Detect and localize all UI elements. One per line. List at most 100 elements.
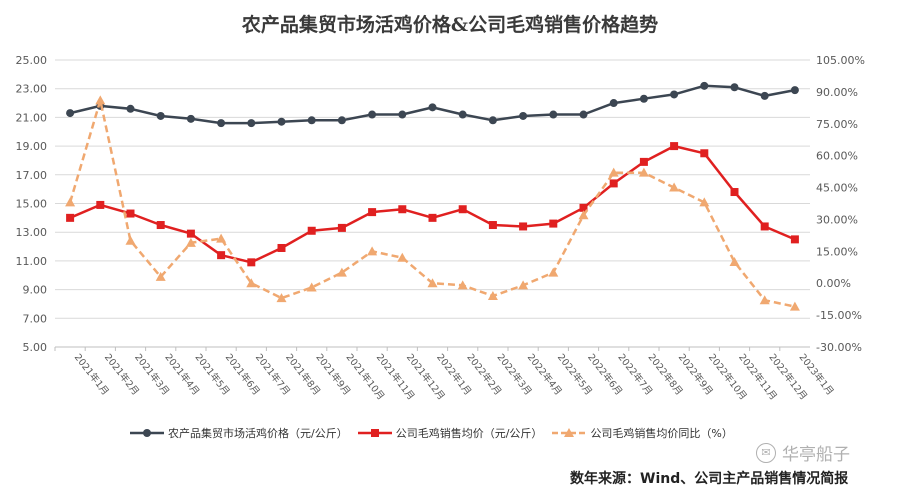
right-tick-label: 45.00%: [816, 182, 858, 195]
right-axis-ticks: -30.00% -15.00% 0.00% 15.00% 30.00% 45.00% 60.…: [816, 54, 865, 354]
data-point: [700, 149, 709, 158]
data-point: [789, 301, 800, 311]
left-axis-ticks: 5.00 7.00 9.00 11.00 13.00 15.00 17.00 19.00 21.…: [16, 54, 48, 354]
data-point: [488, 221, 497, 230]
data-point: [730, 83, 739, 92]
right-tick-label: -30.00%: [816, 341, 862, 354]
legend-marker-circle-icon: [130, 429, 164, 437]
legend-label-yoy: 公司毛鸡销售均价同比（%）: [590, 427, 733, 440]
series-layer: [65, 81, 800, 311]
data-point: [66, 213, 75, 222]
legend-label-company: 公司毛鸡销售均价（元/公斤）: [395, 427, 543, 440]
data-point: [398, 205, 407, 214]
data-point: [428, 103, 437, 112]
data-point: [759, 295, 770, 305]
data-point: [729, 256, 740, 266]
data-point: [487, 290, 498, 300]
left-tick-label: 17.00: [16, 169, 48, 182]
right-tick-label: 15.00%: [816, 245, 858, 258]
left-tick-label: 21.00: [16, 111, 48, 124]
right-tick-label: 30.00%: [816, 213, 858, 226]
left-tick-label: 11.00: [16, 255, 48, 268]
data-point: [155, 271, 166, 281]
data-point: [185, 237, 196, 247]
legend: 农产品集贸市场活鸡价格（元/公斤） 公司毛鸡销售均价（元/公斤） 公司毛鸡销售均…: [130, 424, 743, 442]
data-point: [368, 110, 377, 119]
chart-title: 农产品集贸市场活鸡价格&公司毛鸡销售价格趋势: [241, 14, 659, 36]
data-point: [458, 110, 467, 119]
x-axis-ticks: 2021年1月2021年2月2021年3月2021年4月2021年5月2021年…: [54, 346, 836, 402]
data-point: [730, 188, 739, 197]
data-point: [760, 91, 769, 100]
left-tick-label: 23.00: [16, 83, 48, 96]
data-point: [609, 179, 618, 188]
data-point: [428, 213, 437, 222]
left-tick-label: 7.00: [23, 312, 48, 325]
data-point: [398, 110, 407, 119]
data-point: [699, 197, 710, 207]
data-point: [306, 282, 317, 292]
left-tick-label: 15.00: [16, 198, 48, 211]
data-point: [519, 222, 528, 231]
data-point: [579, 203, 588, 212]
left-tick-label: 13.00: [16, 226, 48, 239]
data-point: [247, 119, 256, 128]
right-tick-label: 105.00%: [816, 54, 865, 67]
data-point: [246, 278, 257, 288]
gridlines: [55, 59, 810, 348]
data-point: [307, 226, 316, 235]
data-point: [427, 278, 438, 288]
data-point: [337, 223, 346, 232]
data-point: [126, 104, 135, 113]
data-point: [186, 229, 195, 238]
data-point: [639, 157, 648, 166]
data-point: [367, 246, 378, 256]
data-point: [639, 94, 648, 103]
data-point: [66, 109, 75, 118]
data-point: [186, 114, 195, 123]
series-line-1: [69, 144, 796, 264]
watermark-text: 华亭船子: [782, 445, 850, 465]
data-point: [790, 235, 799, 244]
legend-item-company: 公司毛鸡销售均价（元/公斤）: [357, 425, 543, 441]
data-point: [609, 99, 618, 108]
right-tick-label: 75.00%: [816, 118, 858, 131]
legend-marker-triangle-icon: [552, 428, 587, 437]
legend-label-market: 农产品集贸市场活鸡价格（元/公斤）: [168, 427, 348, 440]
data-point: [669, 182, 680, 192]
left-tick-label: 25.00: [16, 54, 48, 67]
right-tick-label: 90.00%: [816, 86, 858, 99]
right-tick-label: -15.00%: [816, 309, 862, 322]
data-point: [457, 280, 468, 290]
data-point: [277, 243, 286, 252]
data-point: [548, 267, 559, 277]
right-tick-label: 60.00%: [816, 150, 858, 163]
data-point: [368, 208, 377, 217]
data-point: [307, 116, 316, 125]
data-point: [670, 90, 679, 99]
data-point: [336, 267, 347, 277]
data-point: [397, 252, 408, 262]
data-point: [126, 209, 135, 218]
legend-item-market: 农产品集贸市场活鸡价格（元/公斤）: [130, 425, 348, 441]
data-point: [458, 205, 467, 214]
data-point: [518, 280, 529, 290]
data-point: [277, 117, 286, 126]
watermark: ✉ 华亭船子: [756, 440, 850, 465]
data-point: [217, 119, 226, 128]
data-point: [156, 221, 165, 230]
data-point: [96, 200, 105, 209]
left-tick-label: 9.00: [23, 284, 48, 297]
data-point: [247, 258, 256, 267]
data-point: [579, 110, 588, 119]
source-note: 数年来源：Wind、公司主产品销售情况简报: [570, 471, 849, 487]
left-tick-label: 19.00: [16, 140, 48, 153]
data-point: [578, 210, 589, 220]
wechat-icon: ✉: [756, 442, 776, 463]
right-tick-label: 0.00%: [816, 277, 851, 290]
data-point: [156, 111, 165, 120]
legend-item-yoy: 公司毛鸡销售均价同比（%）: [552, 425, 733, 441]
data-point: [760, 222, 769, 231]
data-point: [95, 95, 106, 105]
